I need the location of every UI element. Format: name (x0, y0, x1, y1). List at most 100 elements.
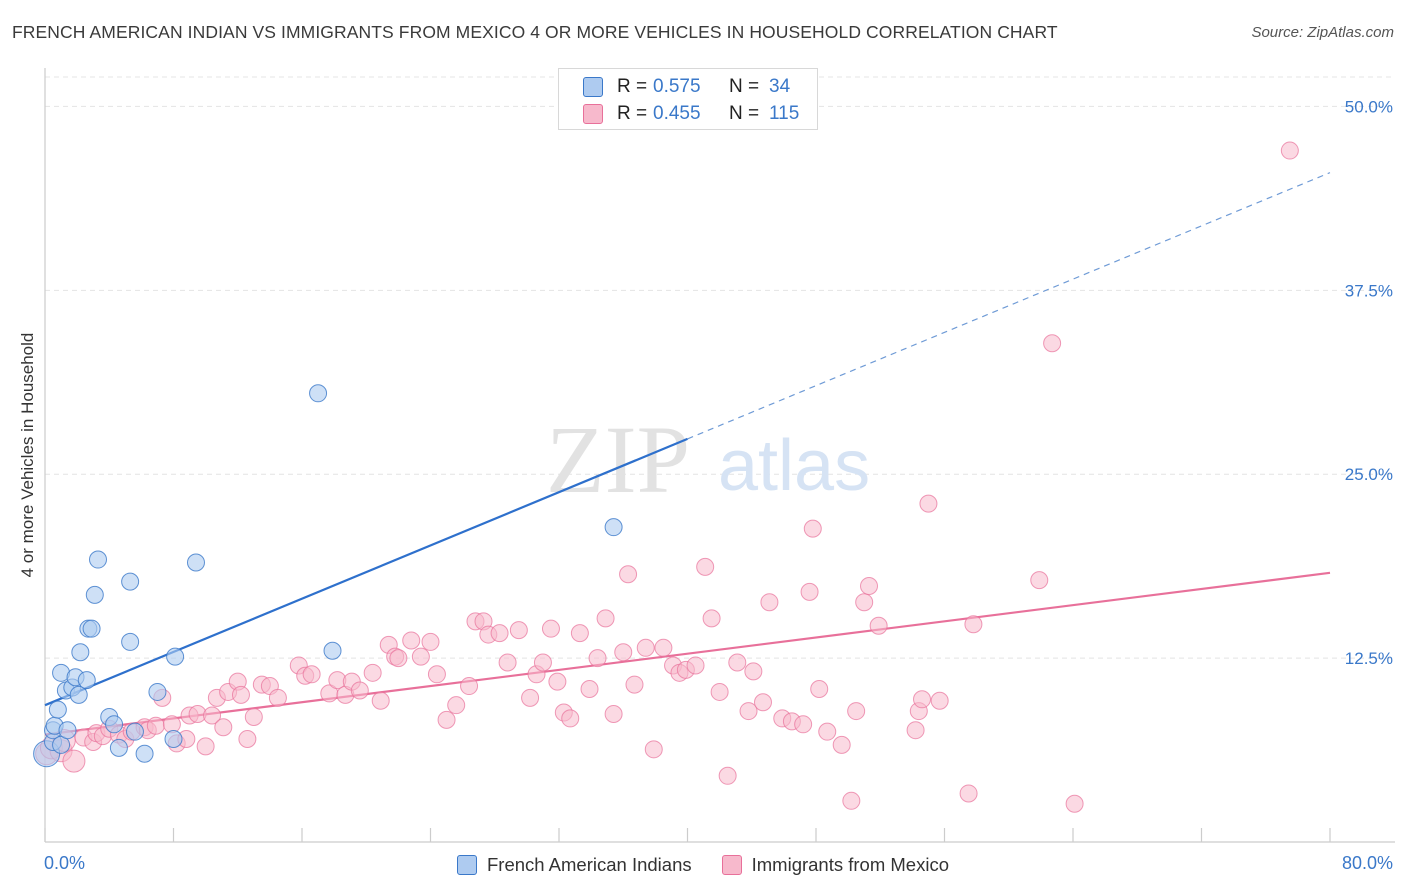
data-point-immigrants-from-mexico (214, 718, 233, 737)
data-point-immigrants-from-mexico (753, 693, 772, 712)
data-point-immigrants-from-mexico (203, 706, 222, 725)
data-point-immigrants-from-mexico (964, 615, 983, 634)
data-point-immigrants-from-mexico (832, 735, 851, 754)
data-point-french-american-indians (309, 384, 328, 403)
data-point-immigrants-from-mexico (619, 565, 638, 584)
data-point-immigrants-from-mexico (302, 665, 321, 684)
data-point-immigrants-from-mexico (644, 740, 663, 759)
x-tick-label-min: 0.0% (44, 853, 86, 873)
data-point-french-american-indians (48, 700, 67, 719)
data-point-immigrants-from-mexico (580, 680, 599, 698)
data-point-immigrants-from-mexico (869, 616, 888, 635)
data-point-immigrants-from-mexico (636, 638, 655, 657)
data-point-immigrants-from-mexico (411, 647, 430, 666)
data-point-immigrants-from-mexico (371, 691, 390, 710)
data-point-immigrants-from-mexico (860, 577, 879, 596)
data-point-immigrants-from-mexico (842, 791, 861, 810)
data-point-immigrants-from-mexico (810, 680, 829, 698)
data-point-immigrants-from-mexico (548, 672, 567, 691)
data-point-immigrants-from-mexico (710, 682, 729, 701)
data-point-immigrants-from-mexico (350, 681, 369, 700)
data-point-french-american-indians (77, 671, 96, 690)
data-point-immigrants-from-mexico (509, 621, 528, 640)
data-point-french-american-indians (85, 585, 104, 604)
data-point-immigrants-from-mexico (744, 662, 763, 681)
data-point-french-american-indians (109, 738, 128, 757)
data-point-immigrants-from-mexico (570, 624, 589, 643)
data-point-immigrants-from-mexico (231, 685, 250, 704)
data-point-immigrants-from-mexico (363, 663, 382, 682)
data-point-french-american-indians (58, 721, 77, 740)
data-point-immigrants-from-mexico (533, 653, 552, 672)
data-point-immigrants-from-mexico (1030, 571, 1049, 590)
legend-n-label: N = (729, 76, 760, 97)
data-point-immigrants-from-mexico (760, 593, 779, 612)
data-point-french-american-indians (148, 682, 167, 701)
series-immigrants-from-mexico (35, 141, 1299, 813)
data-point-immigrants-from-mexico (913, 690, 932, 709)
data-point-immigrants-from-mexico (498, 653, 517, 672)
legend-r-value: 0.455 (653, 103, 701, 124)
legend-r-label: R = (617, 76, 648, 97)
y-tick-label: 50.0% (1345, 97, 1393, 116)
data-point-immigrants-from-mexico (588, 649, 607, 668)
data-point-immigrants-from-mexico (1280, 141, 1299, 160)
data-point-french-american-indians (121, 572, 140, 591)
legend-n-value: 34 (769, 76, 791, 97)
legend-row-blue: R = 0.575 N = 34 (583, 75, 790, 99)
legend-r-label: R = (617, 103, 648, 124)
data-point-immigrants-from-mexico (62, 749, 86, 773)
y-tick-label: 12.5% (1345, 649, 1393, 668)
x-tick-label-max: 80.0% (1341, 853, 1393, 873)
data-point-immigrants-from-mexico (402, 631, 421, 650)
data-point-immigrants-from-mexico (596, 609, 615, 628)
data-point-immigrants-from-mexico (818, 722, 837, 741)
legend-n-label: N = (729, 103, 760, 124)
trend-lines (44, 172, 1331, 736)
data-point-french-american-indians (125, 722, 144, 741)
data-point-french-american-indians (89, 550, 108, 569)
data-point-immigrants-from-mexico (686, 656, 705, 675)
data-point-immigrants-from-mexico (702, 609, 721, 628)
data-point-immigrants-from-mexico (1065, 794, 1084, 813)
data-point-french-american-indians (323, 641, 342, 660)
data-point-french-american-indians (186, 553, 205, 572)
data-point-immigrants-from-mexico (803, 519, 822, 538)
y-tick-label: 25.0% (1345, 465, 1393, 484)
grid (45, 76, 1395, 659)
data-point-immigrants-from-mexico (718, 766, 737, 785)
data-point-immigrants-from-mexico (794, 715, 813, 734)
data-point-immigrants-from-mexico (855, 593, 874, 612)
data-point-immigrants-from-mexico (389, 649, 408, 668)
legend-stats: R = 0.575 N = 34 R = 0.455 N = 115 (558, 68, 818, 130)
data-point-immigrants-from-mexico (930, 691, 949, 710)
data-point-immigrants-from-mexico (906, 721, 925, 740)
legend-label: Immigrants from Mexico (751, 854, 949, 875)
data-point-immigrants-from-mexico (614, 643, 633, 662)
data-point-immigrants-from-mexico (919, 494, 938, 513)
data-point-french-american-indians (166, 647, 185, 666)
data-point-immigrants-from-mexico (244, 707, 263, 726)
y-tick-labels: 12.5% 25.0% 37.5% 50.0% (1345, 97, 1393, 668)
data-point-french-american-indians (71, 643, 90, 662)
watermark-zip: ZIP (546, 406, 690, 513)
data-point-immigrants-from-mexico (728, 653, 747, 672)
data-point-immigrants-from-mexico (427, 665, 446, 684)
data-point-immigrants-from-mexico (800, 582, 819, 601)
data-point-french-american-indians (105, 715, 124, 734)
data-point-french-american-indians (135, 744, 154, 763)
legend-label: French American Indians (486, 854, 692, 875)
data-point-immigrants-from-mexico (460, 677, 479, 696)
chart-title: FRENCH AMERICAN INDIAN VS IMMIGRANTS FRO… (12, 22, 1058, 42)
data-point-immigrants-from-mexico (268, 688, 287, 707)
data-point-immigrants-from-mexico (437, 710, 456, 729)
data-point-immigrants-from-mexico (847, 702, 866, 721)
source-label: Source: ZipAtlas.com (1251, 24, 1394, 41)
legend-n-value: 115 (769, 103, 800, 124)
legend-swatch-pink (721, 855, 742, 875)
data-point-immigrants-from-mexico (739, 702, 758, 721)
data-point-immigrants-from-mexico (1043, 334, 1062, 353)
data-point-french-american-indians (121, 632, 140, 651)
data-point-french-american-indians (164, 730, 183, 749)
